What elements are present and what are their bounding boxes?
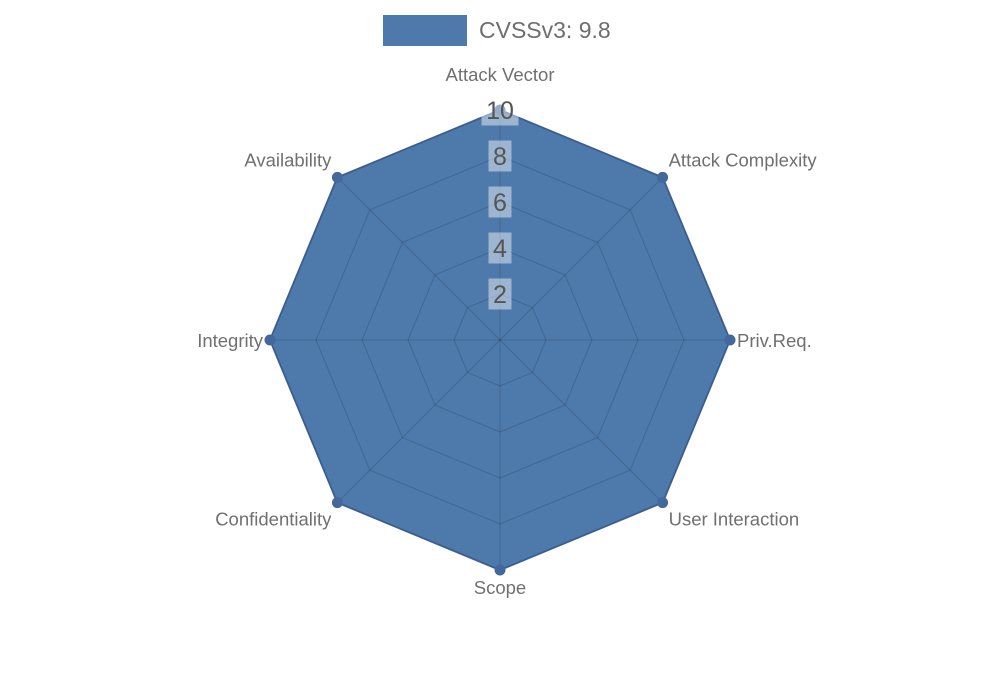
- axis-label-scope: Scope: [474, 577, 526, 598]
- grid-ring-4: [407, 247, 593, 433]
- data-point-markers: [264, 104, 736, 576]
- tick-backdrop: [488, 140, 512, 172]
- tick-value: 10: [486, 97, 514, 125]
- axis-label-user-interaction: User Interaction: [669, 509, 800, 530]
- tick-label-2: 2: [488, 278, 512, 310]
- axis-label-availability: Availability: [244, 149, 332, 170]
- tick-label-6: 6: [488, 186, 512, 218]
- tick-value: 4: [493, 235, 507, 263]
- data-point-marker-user-interaction: [657, 497, 669, 509]
- axis-spoke-user-interaction: [499, 339, 663, 503]
- axis-label-attack-vector: Attack Vector: [446, 64, 555, 85]
- legend[interactable]: CVSSv3: 9.8: [383, 15, 611, 46]
- axis-spoke-availability: [337, 177, 501, 341]
- tick-label-8: 8: [488, 140, 512, 172]
- data-point-marker-availability: [331, 171, 343, 183]
- axis-label-confidentiality: Confidentiality: [215, 509, 332, 530]
- axis-labels: Attack Vector Attack Complexity Priv.Req. U…: [197, 64, 817, 598]
- grid-ring-6: [361, 201, 639, 479]
- legend-label: CVSSv3: 9.8: [479, 17, 611, 43]
- data-point-marker-attack-complexity: [657, 171, 669, 183]
- tick-label-4: 4: [488, 232, 512, 264]
- tick-backdrop: [481, 94, 519, 126]
- axis-label-priv-req: Priv.Req.: [737, 330, 812, 351]
- data-point-marker-integrity: [264, 334, 276, 346]
- tick-backdrop: [488, 186, 512, 218]
- axis-spoke-confidentiality: [337, 339, 501, 503]
- axis-spokes: [270, 110, 730, 570]
- tick-value: 2: [493, 281, 507, 309]
- grid-ring-2: [453, 293, 547, 387]
- tick-value: 6: [493, 189, 507, 217]
- data-point-marker-confidentiality: [331, 497, 343, 509]
- axis-label-attack-complexity: Attack Complexity: [669, 149, 818, 170]
- tick-backdrop: [488, 232, 512, 264]
- tick-value: 8: [493, 143, 507, 171]
- tick-labels: 2 4 6 8 10: [481, 94, 519, 310]
- data-point-marker-priv-req: [724, 334, 736, 346]
- data-point-marker-scope: [494, 564, 506, 576]
- tick-label-10: 10: [481, 94, 519, 126]
- data-point-marker-attack-vector: [494, 104, 506, 116]
- axis-spoke-attack-complexity: [499, 177, 663, 341]
- tick-backdrop: [488, 278, 512, 310]
- axis-label-integrity: Integrity: [197, 330, 264, 351]
- legend-swatch: [383, 15, 467, 46]
- grid-ring-8: [315, 155, 685, 525]
